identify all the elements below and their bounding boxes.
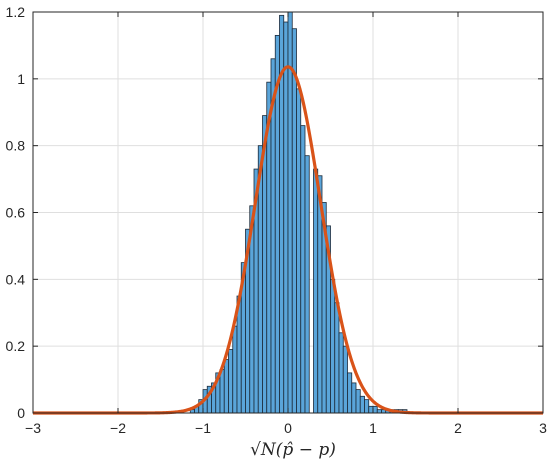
histogram-bar [338,332,344,414]
histogram-bar [368,405,374,414]
x-tick-label: 0 [284,420,292,436]
histogram-bar [355,389,361,414]
histogram-bar [347,372,353,414]
histogram-bar [219,369,225,414]
y-tick-label: 1.2 [6,4,26,20]
histogram-bar [283,21,289,414]
y-tick-label: 0.6 [6,205,26,221]
histogram-bar [232,325,238,414]
x-axis-label: √N(p̂ − p) [250,440,336,460]
histogram-bar [291,28,297,414]
histogram-bar [372,405,378,414]
histogram-bar [351,382,357,414]
x-tick-label: −2 [110,420,126,436]
histogram-bar [342,345,348,414]
histogram-bar [223,359,229,414]
histogram-bar [287,11,293,414]
y-tick-label: 1 [17,71,25,87]
y-tick-label: 0.4 [6,271,26,287]
histogram-bar [304,155,310,414]
x-tick-label: 3 [539,420,547,436]
histogram-bar [330,278,336,414]
histogram-bar [334,302,340,414]
x-tick-label: 2 [454,420,462,436]
histogram-bar [364,399,370,414]
histogram-bar [313,168,319,414]
histogram-bar [300,125,306,414]
histogram-bar [359,395,365,414]
histogram-bar [296,88,302,414]
x-tick-label: 1 [369,420,377,436]
y-tick-label: 0.8 [6,138,26,154]
histogram-bar [228,349,234,414]
y-tick-labels: 0 0.2 0.4 0.6 0.8 1 1.2 [6,4,26,421]
x-tick-label: −1 [195,420,211,436]
x-tick-labels: −3 −2 −1 0 1 2 3 [25,420,547,436]
axis-ticks [32,11,544,414]
x-tick-label: −3 [25,420,41,436]
y-tick-label: 0.2 [6,338,26,354]
histogram-bar [376,409,382,414]
y-tick-label: 0 [17,405,25,421]
